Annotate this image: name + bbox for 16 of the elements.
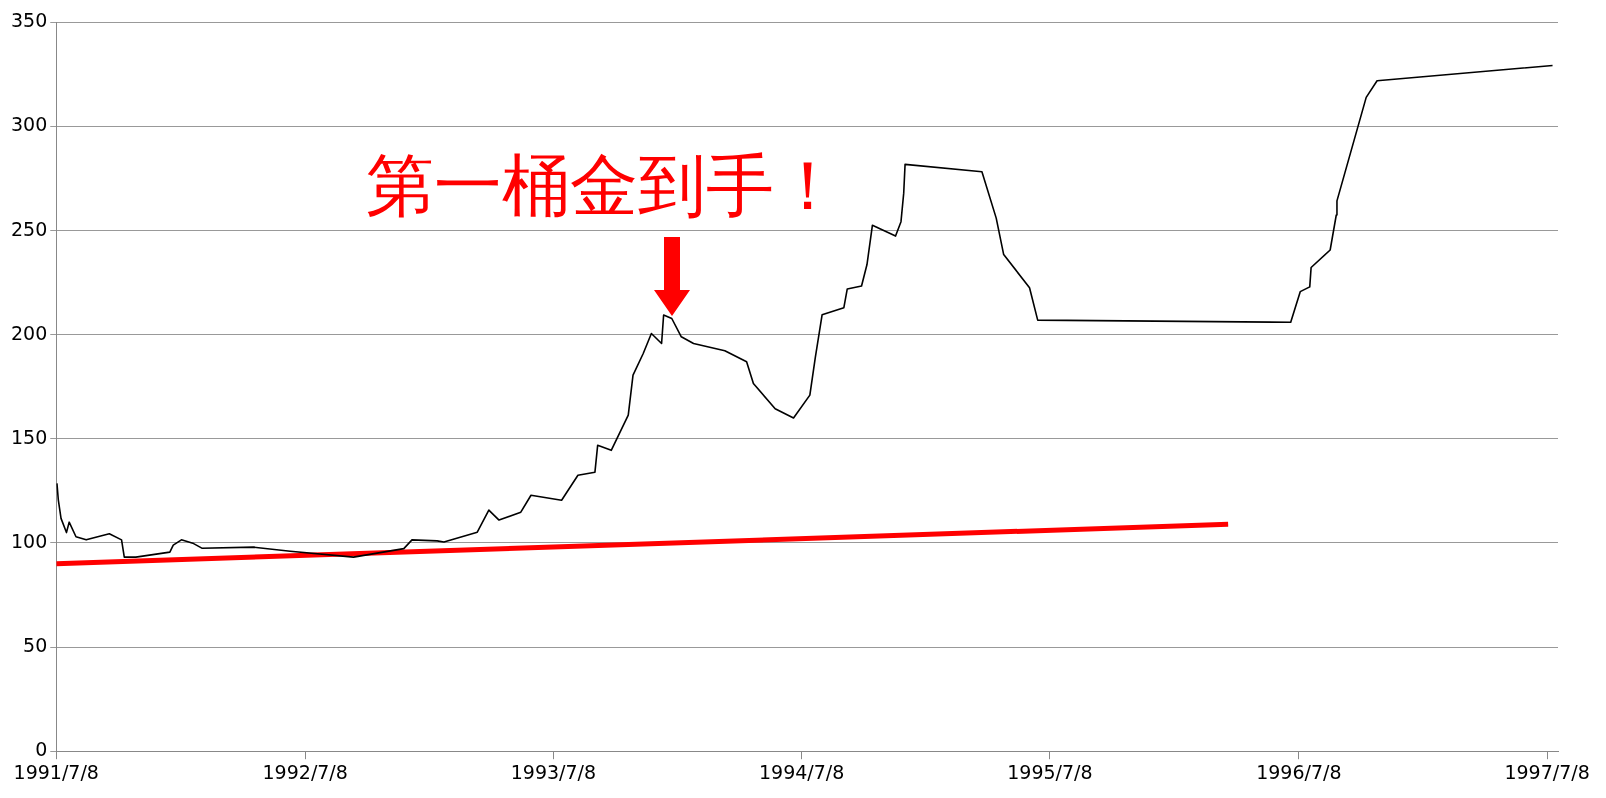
- y-tick-label: 350: [11, 9, 48, 32]
- x-tick-label: 1994/7/8: [759, 760, 845, 783]
- x-tick-label: 1991/7/8: [13, 760, 99, 783]
- x-tick-label: 1995/7/8: [1007, 760, 1093, 783]
- y-tick-label: 150: [11, 425, 48, 448]
- y-tick-label: 200: [11, 321, 48, 344]
- y-tick-label: 100: [11, 529, 48, 552]
- x-tick-label: 1993/7/8: [510, 760, 597, 783]
- y-tick-label: 250: [11, 217, 48, 240]
- x-tick-label: 1997/7/8: [1504, 760, 1590, 783]
- x-tick-label: 1996/7/8: [1256, 760, 1342, 783]
- y-tick-label: 300: [11, 113, 48, 136]
- x-tick-label: 1992/7/8: [262, 760, 348, 783]
- y-tick-label: 50: [23, 634, 48, 657]
- annotation: 第一桶金到手！: [365, 145, 842, 225]
- y-tick-label: 0: [35, 738, 48, 761]
